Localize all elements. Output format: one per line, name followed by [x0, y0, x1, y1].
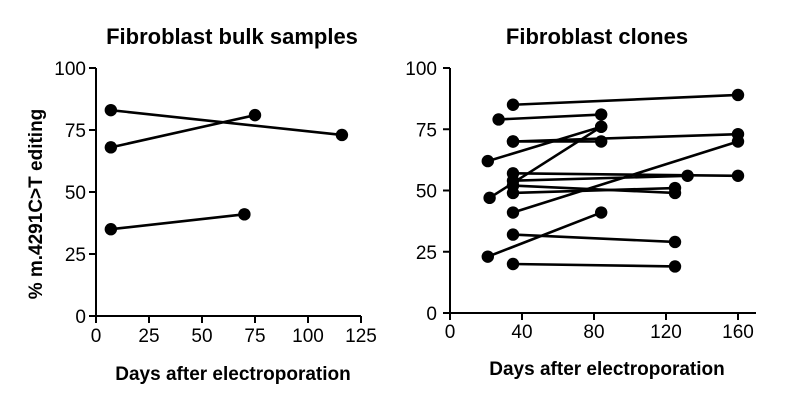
data-point — [731, 169, 745, 182]
x-tick-label: 120 — [650, 322, 682, 343]
clones-x-axis-label: Days after electroporation — [489, 359, 724, 380]
series-line — [487, 211, 602, 258]
series-line — [110, 213, 245, 231]
y-tick-label: 50 — [65, 183, 86, 204]
x-tick-label: 160 — [722, 322, 754, 343]
x-tick-label: 80 — [583, 322, 604, 343]
series-line — [512, 140, 739, 214]
y-tick-label: 75 — [65, 121, 86, 142]
series-line — [512, 132, 739, 143]
x-tick-label: 125 — [345, 326, 377, 347]
x-tick-label: 75 — [244, 326, 265, 347]
data-point — [248, 108, 262, 122]
x-tick-label: 0 — [445, 322, 456, 343]
data-point — [668, 235, 682, 249]
data-point — [481, 154, 494, 168]
data-point — [104, 141, 118, 154]
y-axis-label: % m.4291C>T editing — [26, 109, 47, 300]
y-tick-label: 100 — [54, 59, 86, 80]
data-point — [506, 228, 520, 241]
data-point — [668, 260, 682, 273]
x-tick-label: 25 — [138, 326, 159, 347]
y-tick-label: 25 — [65, 245, 86, 266]
data-point — [595, 135, 608, 148]
data-point — [731, 88, 745, 102]
y-tick-label: 25 — [416, 243, 437, 264]
series-line — [512, 93, 739, 107]
x-tick-label: 0 — [91, 326, 102, 347]
data-point — [506, 206, 520, 219]
y-tick-label: 50 — [416, 182, 437, 203]
data-point — [238, 208, 251, 221]
series-line — [488, 125, 602, 199]
data-point — [335, 128, 349, 142]
clones-chart-title: Fibroblast clones — [506, 24, 688, 49]
y-tick-label: 100 — [405, 59, 437, 80]
data-point — [506, 257, 520, 271]
y-tick-label: 0 — [426, 304, 437, 325]
data-point — [506, 98, 520, 111]
data-point — [104, 223, 118, 236]
series-line — [487, 125, 602, 163]
x-tick-label: 100 — [292, 326, 324, 347]
data-point — [681, 169, 694, 182]
bulk-x-axis-label: Days after electroporation — [115, 364, 350, 385]
data-point — [483, 191, 496, 205]
data-point — [492, 113, 505, 126]
series-line — [512, 233, 676, 244]
data-point — [595, 206, 608, 219]
x-tick-label: 50 — [191, 326, 212, 347]
series-line — [498, 113, 602, 121]
series-line — [110, 113, 256, 149]
series-line — [512, 262, 676, 268]
series-line — [512, 174, 688, 182]
y-tick-label: 75 — [416, 120, 437, 141]
data-point — [668, 181, 682, 195]
bulk-samples-panel: Fibroblast bulk samples % m.4291C>T edit… — [26, 24, 377, 385]
data-point — [506, 135, 520, 148]
data-point — [595, 120, 608, 133]
data-point — [481, 250, 494, 263]
series-line — [512, 186, 676, 195]
bulk-chart-title: Fibroblast bulk samples — [106, 24, 358, 49]
clones-panel: Fibroblast clones Days after electropora… — [405, 24, 756, 380]
data-point — [595, 108, 608, 121]
y-tick-label: 0 — [75, 307, 86, 328]
data-point — [506, 186, 520, 200]
data-point — [731, 135, 745, 148]
x-tick-label: 40 — [511, 322, 532, 343]
series-line — [512, 172, 739, 178]
data-point — [104, 103, 118, 117]
